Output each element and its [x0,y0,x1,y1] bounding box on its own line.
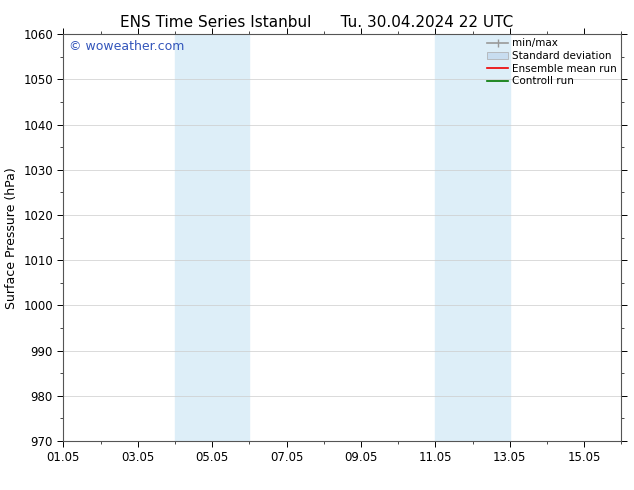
Text: ENS Time Series Istanbul      Tu. 30.04.2024 22 UTC: ENS Time Series Istanbul Tu. 30.04.2024 … [120,15,514,30]
Bar [436,34,510,441]
Bar [175,34,249,441]
Text: © woweather.com: © woweather.com [69,40,184,53]
Y-axis label: Surface Pressure (hPa): Surface Pressure (hPa) [4,167,18,309]
Legend: min/max, Standard deviation, Ensemble mean run, Controll run: min/max, Standard deviation, Ensemble me… [485,36,619,88]
